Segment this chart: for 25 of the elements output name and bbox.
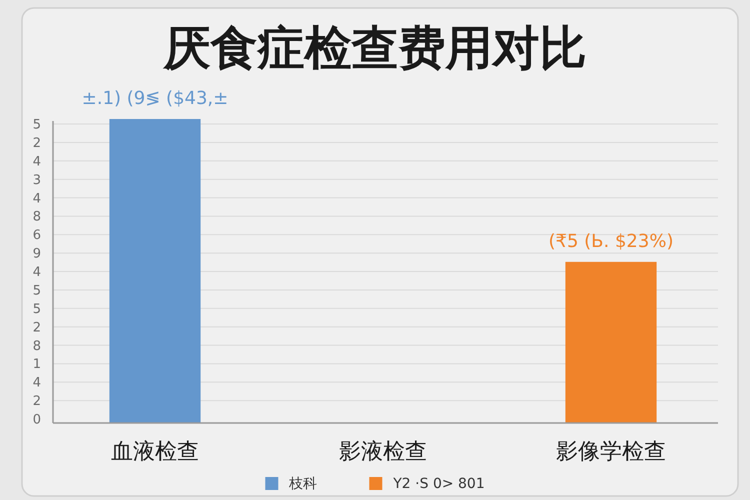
text: 9 [32, 246, 41, 262]
text: 8 [32, 210, 41, 225]
text: 4 [32, 154, 41, 170]
text: 2 [32, 320, 41, 336]
legend-label: Y2 ·S 0> 801 [392, 476, 485, 492]
legend-label: 枝科 [288, 476, 318, 492]
x-tick-label: 影液检查 [339, 440, 427, 465]
x-tick-label: 血液检查 [111, 440, 199, 465]
text: 6 [32, 228, 41, 244]
x-tick-label: 影像学检查 [556, 440, 666, 465]
text: 1 [32, 357, 41, 372]
text: 8 [32, 338, 41, 354]
text: 4 [32, 191, 41, 206]
text: 2 [32, 394, 41, 410]
text: 5 [32, 283, 41, 298]
annotation: (₹5 (Ь. $23%) [548, 230, 674, 252]
text: 4 [32, 265, 41, 280]
annotation: ±.1) (9≶ ($43,± [82, 88, 228, 109]
text: 3 [32, 172, 41, 188]
text: 5 [32, 118, 41, 133]
text: 5 [32, 302, 41, 317]
text: 4 [32, 376, 41, 391]
chart-title: 厌食症检查费用对比 [162, 21, 586, 76]
text: 0 [32, 412, 41, 428]
text: 2 [32, 136, 41, 151]
